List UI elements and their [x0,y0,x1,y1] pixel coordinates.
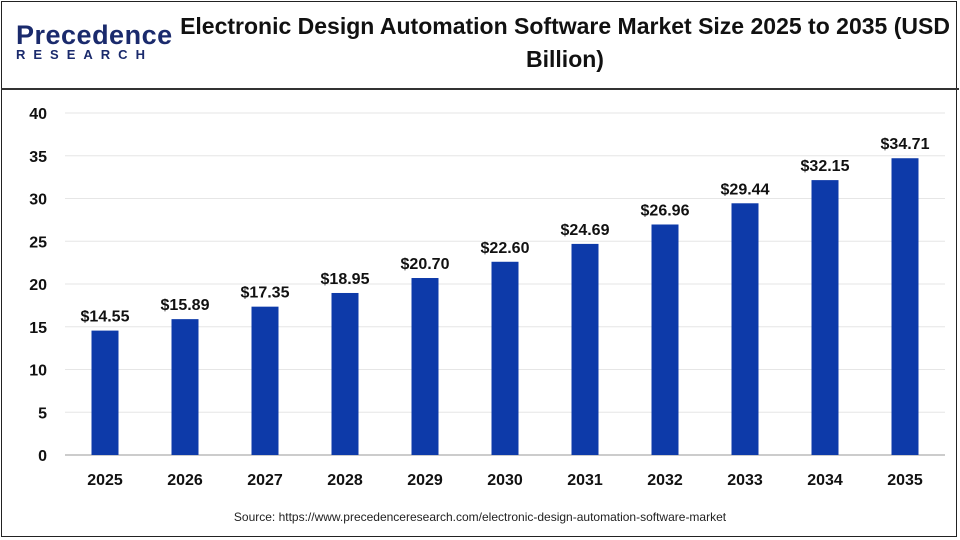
data-label: $17.35 [241,285,290,302]
logo-line1: Precedence [16,20,173,50]
bar [731,203,759,455]
data-label: $18.95 [321,271,370,288]
x-tick-label: 2034 [807,472,843,489]
x-tick-label: 2025 [87,472,123,489]
bar [811,180,839,455]
source-note: Source: https://www.precedenceresearch.c… [233,510,727,524]
data-label: $26.96 [641,202,690,219]
x-tick-label: 2033 [727,472,763,489]
data-label: $32.15 [801,158,850,175]
bar [651,224,679,455]
bar [171,319,199,455]
logo-line2: RESEARCH [16,47,153,62]
x-tick-label: 2028 [327,472,363,489]
bar [891,158,919,456]
chart-title: Electronic Design Automation Software Ma… [180,13,950,72]
y-tick-label: 15 [29,320,47,337]
bar [571,243,599,455]
x-tick-label: 2030 [487,472,523,489]
x-tick-label: 2027 [247,472,283,489]
data-label: $34.71 [881,136,930,153]
y-tick-label: 30 [29,192,47,209]
y-tick-label: 10 [29,363,47,380]
header-divider [1,88,959,90]
bar [491,261,519,455]
y-tick-label: 5 [38,405,47,422]
y-tick-label: 35 [29,149,47,166]
bar [251,306,279,455]
y-tick-label: 25 [29,234,47,251]
y-tick-label: 0 [38,448,47,465]
bar [411,278,439,455]
data-label: $29.44 [721,181,770,198]
x-tick-label: 2032 [647,472,683,489]
data-label: $14.55 [81,309,130,326]
logo: Precedence RESEARCH [16,20,173,62]
bar [91,330,119,455]
data-label: $20.70 [401,256,450,273]
x-tick-label: 2026 [167,472,203,489]
data-label: $22.60 [481,240,530,257]
data-label: $15.89 [161,297,210,314]
x-tick-label: 2031 [567,472,603,489]
x-tick-label: 2029 [407,472,443,489]
x-tick-label: 2035 [887,472,923,489]
y-tick-label: 40 [29,106,47,123]
bar [331,292,359,455]
data-label: $24.69 [561,222,610,239]
y-tick-label: 20 [29,277,47,294]
